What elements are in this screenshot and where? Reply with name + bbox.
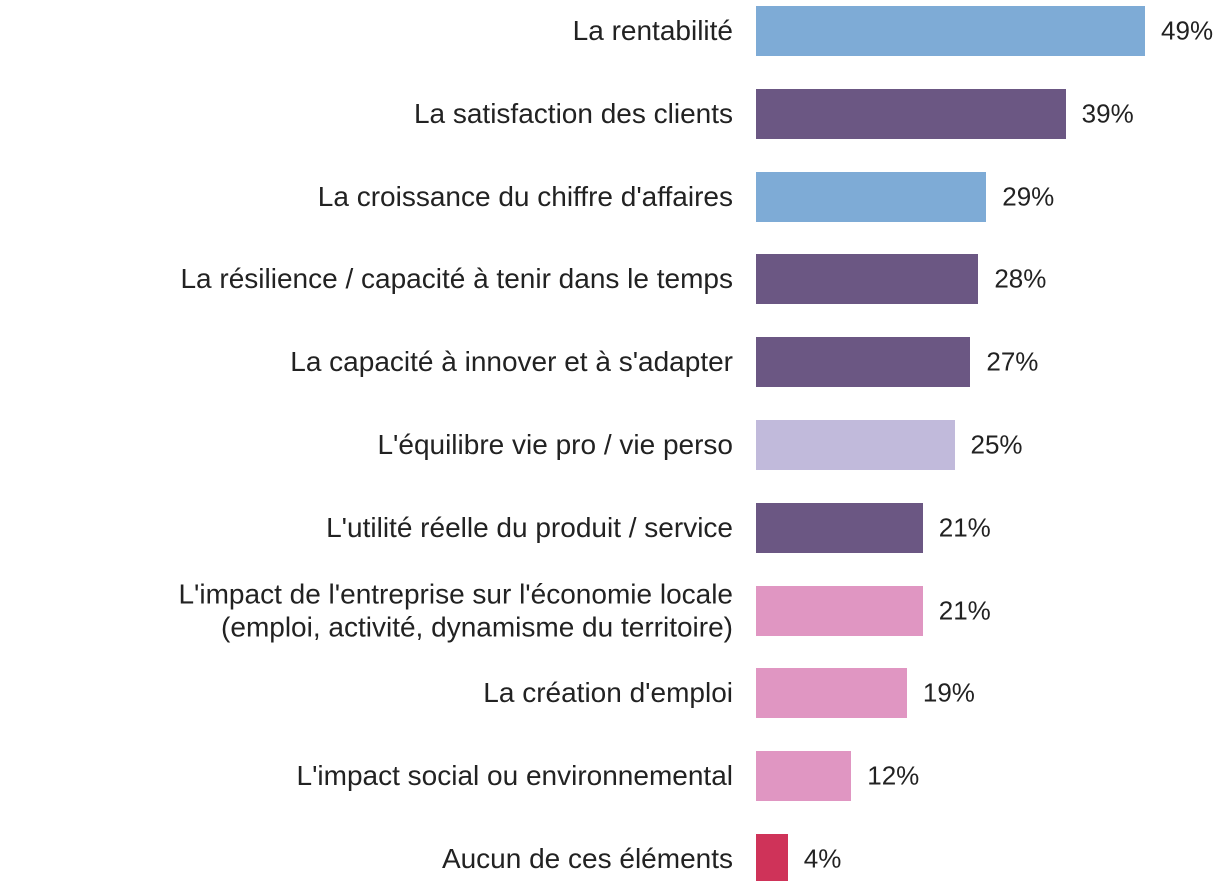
value-label: 28% <box>994 263 1047 294</box>
value-label: 21% <box>938 512 991 543</box>
value-label: 39% <box>1081 98 1134 129</box>
value-label: 21% <box>938 595 991 626</box>
value-label: 4% <box>803 843 842 874</box>
category-label: L'impact social ou environnemental <box>296 760 733 792</box>
value-label: 19% <box>922 677 975 708</box>
bar <box>756 171 987 222</box>
category-label: La création d'emploi <box>483 677 733 709</box>
bar <box>756 502 923 553</box>
bar <box>756 668 907 719</box>
value-label: 12% <box>867 760 920 791</box>
category-label: La résilience / capacité à tenir dans le… <box>180 263 733 295</box>
bar <box>756 6 1146 56</box>
value-label: 27% <box>986 346 1039 377</box>
value-label: 25% <box>970 429 1023 460</box>
value-label: 29% <box>1002 181 1055 212</box>
bar <box>756 254 979 305</box>
category-label: L'équilibre vie pro / vie perso <box>377 429 733 461</box>
category-label: La satisfaction des clients <box>413 98 733 129</box>
category-label: La croissance du chiffre d'affaires <box>317 180 733 212</box>
bar <box>756 751 852 802</box>
category-label: La rentabilité <box>572 15 733 47</box>
category-label: L'utilité réelle du produit / service <box>326 512 733 543</box>
category-label: La capacité à innover et à s'adapter <box>290 346 733 378</box>
category-label: Aucun de ces éléments <box>441 843 733 875</box>
bar <box>756 585 923 636</box>
value-label: 49% <box>1161 15 1214 46</box>
category-label: L'impact de l'entreprise sur l'économie … <box>178 578 733 643</box>
bar <box>756 88 1066 139</box>
bar <box>756 420 955 470</box>
bar <box>756 337 971 388</box>
bar <box>756 834 788 881</box>
